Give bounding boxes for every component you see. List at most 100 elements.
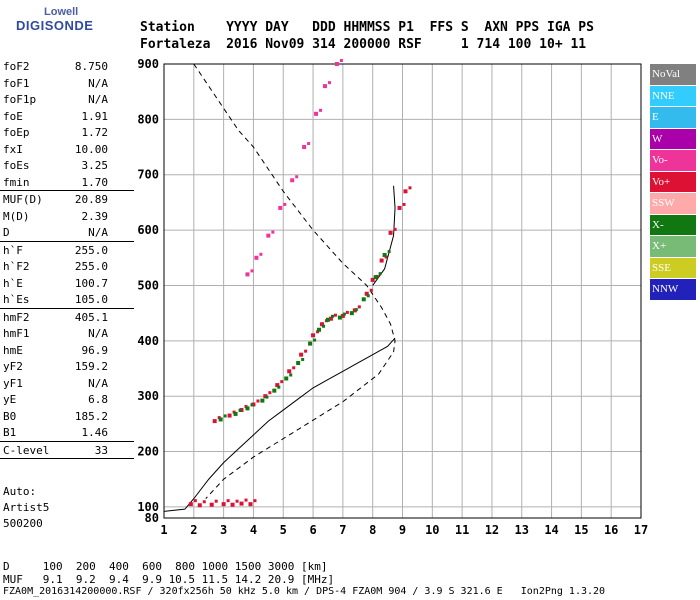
echo-point <box>275 383 280 388</box>
y-tick-label: 700 <box>137 168 159 182</box>
echo-point <box>333 313 337 317</box>
echo-point <box>212 419 217 424</box>
echo-point <box>349 311 354 316</box>
param-row: yF2 159.2 <box>0 358 134 375</box>
param-name: yF1 <box>3 376 23 390</box>
echo-point <box>193 499 197 503</box>
param-value: N/A <box>88 226 108 239</box>
echo-point <box>250 403 254 407</box>
legend-item: NNE <box>650 85 696 107</box>
echo-point <box>202 500 206 504</box>
x-tick-label: 5 <box>280 523 287 537</box>
echo-point <box>403 189 408 194</box>
param-value: 1.70 <box>81 175 109 189</box>
echo-point <box>295 175 299 179</box>
param-value: 2.39 <box>81 209 109 223</box>
echo-point <box>280 380 284 384</box>
param-name: foF1p <box>3 93 37 106</box>
echo-point <box>218 417 223 422</box>
param-row: h`E 100.7 <box>0 275 134 292</box>
echo-point <box>334 62 339 66</box>
separator <box>0 190 134 191</box>
autoscale-artist: Artist5 <box>3 501 50 514</box>
header-line-labels: Station YYYY DAY DDD HHMMSS P1 FFS S AXN… <box>140 20 594 35</box>
param-row: MUF(D) 20.89 <box>0 191 134 208</box>
echo-point <box>290 178 295 183</box>
param-row: h`Es 105.0 <box>0 291 134 308</box>
param-name: C-level <box>3 443 50 457</box>
param-row: foF2 8.750 <box>0 58 134 75</box>
echo-point <box>214 499 218 503</box>
echo-point <box>378 272 382 276</box>
echo-point <box>235 499 239 503</box>
echo-point <box>250 269 254 273</box>
echo-point <box>254 255 259 260</box>
x-tick-label: 3 <box>220 523 227 537</box>
echo-point <box>263 394 268 399</box>
echo-point <box>287 369 292 374</box>
param-value: 1.72 <box>81 126 109 139</box>
echo-point <box>370 277 375 282</box>
x-tick-label: 11 <box>455 523 469 537</box>
plot-frame <box>163 63 642 519</box>
echo-point <box>230 502 235 507</box>
echo-point <box>314 111 319 116</box>
echo-point <box>244 498 248 502</box>
echo-point <box>319 108 323 112</box>
echo-point <box>209 502 214 507</box>
param-row: fmin 1.70 <box>0 174 134 191</box>
polarization-legend: NoVal NNE E W Vo- Vo+ SSW X- X+ SSE NNW <box>650 64 696 301</box>
x-tick-label: 8 <box>369 523 376 537</box>
param-row: h`F2 255.0 <box>0 258 134 275</box>
echo-point <box>266 233 271 238</box>
legend-item: X- <box>650 214 696 236</box>
echo-point <box>197 503 202 508</box>
param-row: hmF1 N/A <box>0 325 134 342</box>
echo-point <box>313 338 317 342</box>
electron-density-profile <box>163 337 396 512</box>
echo-point <box>272 388 277 393</box>
param-name: h`F2 <box>3 260 30 273</box>
params-group-frequencies: foF2 8.750 foF1 N/A foF1p N/A foE 1.91 foEp 1.72 f… <box>0 58 134 190</box>
echo-point <box>357 305 361 309</box>
echo-point <box>342 312 346 316</box>
parameter-panel: foF2 8.750 foF1 N/A foF1p N/A foE 1.91 foEp 1.72 f… <box>0 58 134 459</box>
param-name: fmin <box>3 175 30 189</box>
param-name: foE <box>3 109 23 123</box>
y-tick-label: 400 <box>137 334 159 348</box>
echo-point <box>227 413 232 418</box>
echo-point <box>320 322 325 327</box>
echo-point <box>296 360 301 365</box>
param-row: B1 1.46 <box>0 424 134 441</box>
param-row: yE 6.8 <box>0 391 134 408</box>
autoscale-code: 500200 <box>3 517 43 530</box>
y-tick-label: 800 <box>137 112 159 126</box>
echo-point <box>317 327 322 332</box>
echo-point <box>325 317 330 322</box>
echo-point <box>271 230 275 234</box>
echo-point <box>322 84 327 89</box>
param-value: 159.2 <box>74 360 108 373</box>
echo-point <box>382 253 387 258</box>
echo-point <box>226 499 230 503</box>
param-name: hmF1 <box>3 327 30 340</box>
echo-point <box>283 202 287 206</box>
x-tick-label: 1 <box>160 523 167 537</box>
param-value: 100.7 <box>74 276 108 290</box>
echo-point <box>354 308 358 312</box>
echo-point <box>388 230 393 235</box>
param-name: B0 <box>3 409 17 423</box>
y-tick-label: 900 <box>137 57 159 71</box>
y-tick-label: 500 <box>137 278 159 292</box>
param-value: N/A <box>88 76 108 90</box>
echo-point <box>364 291 369 296</box>
param-row: hmF2 405.1 <box>0 309 134 326</box>
separator <box>0 240 134 242</box>
autoscale-label: Auto: <box>3 485 37 498</box>
param-value: N/A <box>88 376 108 390</box>
y-tick-label: 300 <box>137 389 159 403</box>
param-name: foEp <box>3 126 30 139</box>
legend-item: Vo- <box>650 150 696 172</box>
echo-point <box>345 310 349 314</box>
